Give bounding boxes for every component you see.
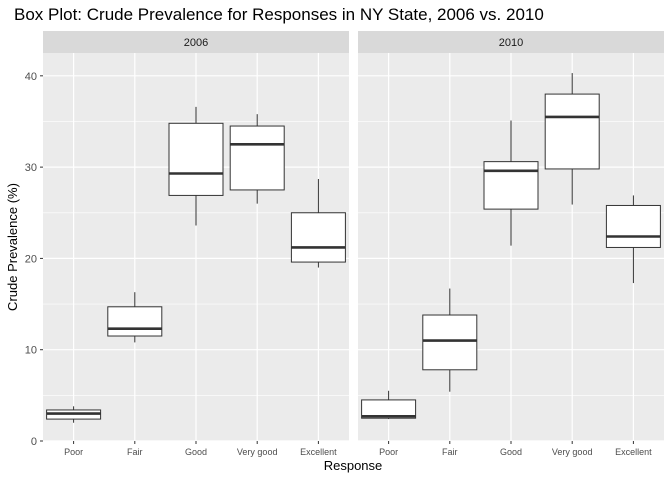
box-fair xyxy=(107,292,163,343)
x-axis-title: Response xyxy=(324,458,383,473)
x-tick-label: Very good xyxy=(237,447,278,457)
box-poor xyxy=(46,406,102,423)
facet-panel-2010: 2010 Poor Fair Good Very good Excellent xyxy=(358,31,664,457)
iqr-box xyxy=(107,306,163,337)
y-tick-label: 20 xyxy=(25,253,37,265)
x-tick-label: Fair xyxy=(442,447,458,457)
box-good xyxy=(168,106,224,226)
box-excellent xyxy=(605,195,661,284)
x-tick-label: Good xyxy=(500,447,522,457)
iqr-box xyxy=(544,93,600,170)
facet-strip-label: 2006 xyxy=(184,37,208,49)
box-fair xyxy=(422,288,478,392)
x-tick-label: Excellent xyxy=(300,447,337,457)
iqr-box xyxy=(290,212,346,263)
iqr-box xyxy=(168,122,224,196)
facet-panel-2006: 2006 Poor Fair Good Very good Excellent xyxy=(43,31,349,457)
y-axis-title: Crude Prevalence (%) xyxy=(5,183,20,311)
iqr-box xyxy=(229,125,285,191)
y-tick-label: 30 xyxy=(25,162,37,174)
y-tick-label: 0 xyxy=(31,436,37,448)
iqr-box xyxy=(422,314,478,371)
box-excellent xyxy=(290,178,346,268)
y-tick-label: 40 xyxy=(25,71,37,83)
facets-layer: 2006 Poor Fair Good Very good Excellent 2010 Po… xyxy=(43,31,664,457)
chart-title: Box Plot: Crude Prevalence for Responses… xyxy=(14,5,544,24)
iqr-box xyxy=(483,161,539,210)
x-tick-label: Poor xyxy=(64,447,83,457)
x-tick-label: Excellent xyxy=(615,447,652,457)
y-axis: 0 10 20 30 40 xyxy=(25,71,43,448)
box-very-good xyxy=(544,73,600,205)
iqr-box xyxy=(605,204,661,248)
box-poor xyxy=(361,390,417,420)
x-tick-label: Fair xyxy=(127,447,143,457)
x-tick-label: Poor xyxy=(379,447,398,457)
y-tick-label: 10 xyxy=(25,345,37,357)
facet-strip xyxy=(358,31,664,53)
x-tick-label: Very good xyxy=(552,447,593,457)
iqr-box xyxy=(361,399,417,419)
facet-strip xyxy=(43,31,349,53)
facet-strip-label: 2010 xyxy=(499,37,523,49)
box-good xyxy=(483,120,539,246)
x-tick-label: Good xyxy=(185,447,207,457)
box-very-good xyxy=(229,114,285,204)
